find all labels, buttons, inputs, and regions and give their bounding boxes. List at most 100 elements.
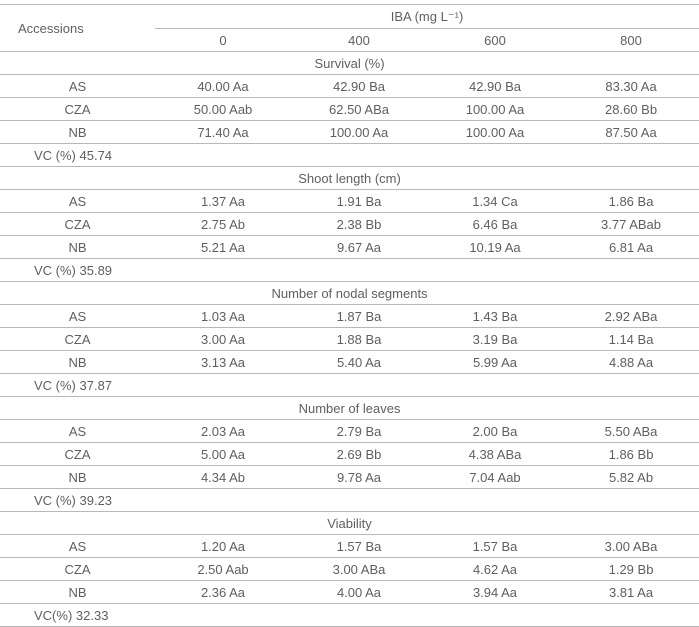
accession-name: CZA [0, 213, 155, 236]
cell-value: 7.04 Aab [427, 466, 563, 489]
cell-value: 40.00 Aa [155, 75, 291, 98]
accession-name: NB [0, 236, 155, 259]
accession-name: NB [0, 581, 155, 604]
cell-value: 1.03 Aa [155, 305, 291, 328]
header-dose-400: 400 [291, 29, 427, 52]
section-title: Number of nodal segments [0, 282, 699, 305]
cell-value: 2.79 Ba [291, 420, 427, 443]
cell-value: 2.00 Ba [427, 420, 563, 443]
cell-value: 42.90 Ba [291, 75, 427, 98]
header-iba: IBA (mg L⁻¹) [155, 5, 699, 29]
header-dose-600: 600 [427, 29, 563, 52]
cell-value: 3.00 ABa [291, 558, 427, 581]
table-row: NB2.36 Aa4.00 Aa3.94 Aa3.81 Aa [0, 581, 699, 604]
table-row: CZA5.00 Aa2.69 Bb4.38 ABa1.86 Bb [0, 443, 699, 466]
accession-name: AS [0, 75, 155, 98]
table-row: CZA3.00 Aa1.88 Ba3.19 Ba1.14 Ba [0, 328, 699, 351]
accession-name: NB [0, 351, 155, 374]
cell-value: 5.21 Aa [155, 236, 291, 259]
cell-value: 1.14 Ba [563, 328, 699, 351]
accession-name: CZA [0, 443, 155, 466]
cell-value: 100.00 Aa [427, 121, 563, 144]
vc-row: VC(%) 32.33 [0, 604, 699, 627]
cell-value: 2.75 Ab [155, 213, 291, 236]
cell-value: 87.50 Aa [563, 121, 699, 144]
cell-value: 4.88 Aa [563, 351, 699, 374]
accession-name: CZA [0, 98, 155, 121]
cell-value: 5.50 ABa [563, 420, 699, 443]
cell-value: 5.99 Aa [427, 351, 563, 374]
vc-row: VC (%) 35.89 [0, 259, 699, 282]
data-table: Accessions IBA (mg L⁻¹) 0 400 600 800 Su… [0, 4, 699, 627]
cell-value: 9.67 Aa [291, 236, 427, 259]
section-title: Survival (%) [0, 52, 699, 75]
vc-row: VC (%) 37.87 [0, 374, 699, 397]
cell-value: 1.86 Bb [563, 443, 699, 466]
cell-value: 3.00 ABa [563, 535, 699, 558]
header-dose-0: 0 [155, 29, 291, 52]
cell-value: 2.36 Aa [155, 581, 291, 604]
cell-value: 100.00 Aa [427, 98, 563, 121]
cell-value: 5.00 Aa [155, 443, 291, 466]
cell-value: 3.00 Aa [155, 328, 291, 351]
cell-value: 1.29 Bb [563, 558, 699, 581]
cell-value: 3.13 Aa [155, 351, 291, 374]
cell-value: 4.00 Aa [291, 581, 427, 604]
cell-value: 2.03 Aa [155, 420, 291, 443]
section-title: Shoot length (cm) [0, 167, 699, 190]
table-row: AS1.37 Aa1.91 Ba1.34 Ca1.86 Ba [0, 190, 699, 213]
cell-value: 71.40 Aa [155, 121, 291, 144]
table-row: NB4.34 Ab9.78 Aa7.04 Aab5.82 Ab [0, 466, 699, 489]
table-row: CZA2.50 Aab3.00 ABa4.62 Aa1.29 Bb [0, 558, 699, 581]
cell-value: 3.77 ABab [563, 213, 699, 236]
cell-value: 6.81 Aa [563, 236, 699, 259]
table-row: CZA50.00 Aab62.50 ABa100.00 Aa28.60 Bb [0, 98, 699, 121]
cell-value: 1.57 Ba [291, 535, 427, 558]
table-row: NB71.40 Aa100.00 Aa100.00 Aa87.50 Aa [0, 121, 699, 144]
table-row: AS2.03 Aa2.79 Ba2.00 Ba5.50 ABa [0, 420, 699, 443]
accession-name: NB [0, 466, 155, 489]
cell-value: 4.62 Aa [427, 558, 563, 581]
cell-value: 100.00 Aa [291, 121, 427, 144]
cell-value: 42.90 Ba [427, 75, 563, 98]
table-row: CZA2.75 Ab2.38 Bb6.46 Ba3.77 ABab [0, 213, 699, 236]
cell-value: 2.69 Bb [291, 443, 427, 466]
cell-value: 1.34 Ca [427, 190, 563, 213]
vc-row: VC (%) 45.74 [0, 144, 699, 167]
cell-value: 1.87 Ba [291, 305, 427, 328]
table-row: AS40.00 Aa42.90 Ba42.90 Ba83.30 Aa [0, 75, 699, 98]
cell-value: 3.19 Ba [427, 328, 563, 351]
cell-value: 1.20 Aa [155, 535, 291, 558]
table-row: AS1.20 Aa1.57 Ba1.57 Ba3.00 ABa [0, 535, 699, 558]
cell-value: 5.82 Ab [563, 466, 699, 489]
cell-value: 4.34 Ab [155, 466, 291, 489]
cell-value: 4.38 ABa [427, 443, 563, 466]
cell-value: 2.50 Aab [155, 558, 291, 581]
accession-name: AS [0, 535, 155, 558]
table-row: NB3.13 Aa5.40 Aa5.99 Aa4.88 Aa [0, 351, 699, 374]
table-row: AS1.03 Aa1.87 Ba1.43 Ba2.92 ABa [0, 305, 699, 328]
cell-value: 5.40 Aa [291, 351, 427, 374]
cell-value: 2.38 Bb [291, 213, 427, 236]
section-title: Viability [0, 512, 699, 535]
section-title: Number of leaves [0, 397, 699, 420]
accession-name: AS [0, 420, 155, 443]
cell-value: 6.46 Ba [427, 213, 563, 236]
cell-value: 9.78 Aa [291, 466, 427, 489]
header-dose-800: 800 [563, 29, 699, 52]
cell-value: 1.43 Ba [427, 305, 563, 328]
cell-value: 28.60 Bb [563, 98, 699, 121]
cell-value: 1.37 Aa [155, 190, 291, 213]
cell-value: 10.19 Aa [427, 236, 563, 259]
cell-value: 1.88 Ba [291, 328, 427, 351]
cell-value: 1.86 Ba [563, 190, 699, 213]
cell-value: 1.91 Ba [291, 190, 427, 213]
accession-name: CZA [0, 328, 155, 351]
accession-name: CZA [0, 558, 155, 581]
table-row: NB5.21 Aa9.67 Aa10.19 Aa6.81 Aa [0, 236, 699, 259]
header-accessions: Accessions [0, 5, 155, 52]
cell-value: 62.50 ABa [291, 98, 427, 121]
cell-value: 83.30 Aa [563, 75, 699, 98]
accession-name: AS [0, 305, 155, 328]
accession-name: NB [0, 121, 155, 144]
